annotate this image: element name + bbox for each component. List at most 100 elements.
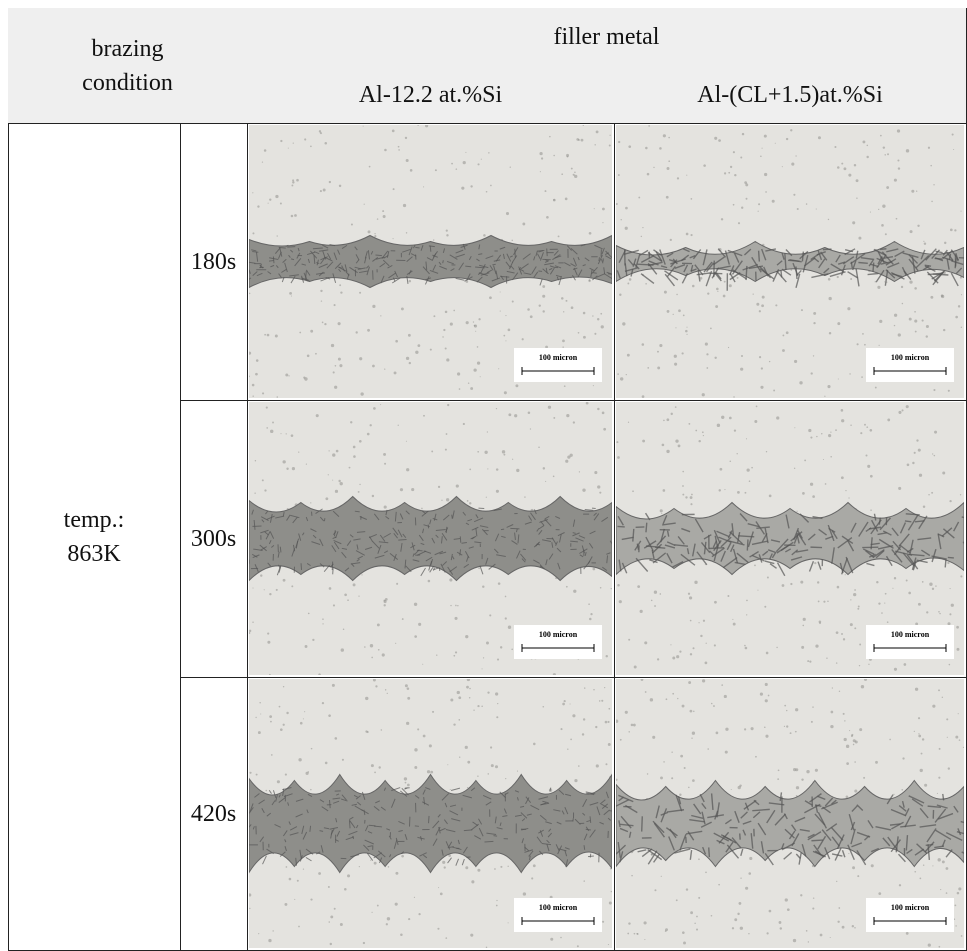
speck	[847, 307, 850, 310]
speck	[686, 175, 687, 176]
speck	[486, 642, 489, 645]
speck	[601, 325, 604, 328]
speck	[954, 229, 956, 231]
speck	[876, 581, 878, 583]
speck	[653, 167, 654, 168]
speck	[503, 454, 505, 456]
speck	[447, 404, 449, 406]
speck	[713, 705, 715, 707]
speck	[666, 196, 669, 199]
eutectic-si	[330, 800, 331, 808]
speck	[801, 309, 803, 311]
speck	[717, 424, 720, 427]
speck	[932, 453, 933, 454]
speck	[746, 600, 748, 602]
speck	[285, 774, 287, 776]
speck	[470, 387, 473, 390]
speck	[769, 910, 772, 913]
speck	[648, 125, 650, 127]
speck	[838, 907, 840, 909]
speck	[268, 203, 269, 204]
speck	[286, 433, 287, 434]
speck	[530, 315, 533, 318]
speck	[857, 343, 859, 345]
speck	[370, 860, 371, 861]
scale-label: 100 micron	[539, 903, 578, 912]
scale-label: 100 micron	[891, 903, 930, 912]
speck	[920, 769, 923, 772]
speck	[690, 710, 693, 713]
speck	[262, 479, 264, 481]
speck	[566, 414, 569, 417]
speck	[512, 240, 513, 241]
speck	[672, 657, 675, 660]
speck	[946, 718, 948, 720]
speck	[540, 171, 541, 172]
speck	[500, 292, 501, 293]
speck	[548, 406, 551, 409]
speck	[277, 235, 278, 236]
speck	[812, 706, 813, 707]
speck	[398, 146, 400, 148]
speck	[675, 406, 677, 408]
temperature-text: 863K	[67, 537, 120, 571]
speck	[600, 587, 602, 589]
speck	[671, 752, 672, 753]
speck	[938, 777, 940, 779]
speck	[401, 855, 404, 858]
speck	[407, 784, 410, 787]
speck	[293, 143, 294, 144]
time-label: 180s	[191, 245, 236, 279]
speck	[467, 787, 468, 788]
speck	[311, 748, 313, 750]
speck	[487, 431, 488, 432]
speck	[628, 922, 630, 924]
speck	[289, 878, 292, 881]
speck	[322, 618, 324, 620]
speck	[539, 304, 541, 306]
speck	[297, 880, 299, 882]
speck	[794, 468, 795, 469]
speck	[768, 695, 770, 697]
speck	[360, 392, 363, 395]
speck	[906, 580, 908, 582]
speck	[795, 731, 797, 733]
speck	[418, 623, 421, 626]
speck	[714, 137, 717, 140]
speck	[786, 138, 788, 140]
speck	[846, 762, 849, 765]
speck	[856, 179, 859, 182]
speck	[896, 218, 898, 220]
speck	[715, 305, 718, 308]
speck	[837, 276, 839, 278]
speck	[437, 928, 439, 930]
speck	[372, 365, 375, 368]
speck	[921, 753, 923, 755]
speck	[571, 168, 573, 170]
speck	[380, 315, 381, 316]
speck	[691, 198, 693, 200]
speck	[813, 322, 815, 324]
image-cell: 100 micron	[614, 123, 967, 401]
speck	[837, 586, 840, 589]
speck	[846, 795, 849, 798]
speck	[611, 588, 612, 589]
speck	[254, 493, 255, 494]
speck	[835, 429, 837, 431]
speck	[740, 927, 743, 930]
speck	[497, 658, 499, 660]
speck	[516, 469, 519, 472]
speck	[589, 618, 592, 621]
speck	[748, 933, 749, 934]
speck	[725, 728, 728, 731]
speck	[444, 866, 446, 868]
speck	[380, 404, 381, 405]
speck	[542, 285, 545, 288]
speck	[753, 293, 754, 294]
speck	[407, 697, 410, 700]
eutectic-si	[573, 818, 574, 821]
speck	[445, 311, 448, 314]
speck	[450, 789, 451, 790]
speck	[306, 772, 309, 775]
speck	[881, 224, 884, 227]
